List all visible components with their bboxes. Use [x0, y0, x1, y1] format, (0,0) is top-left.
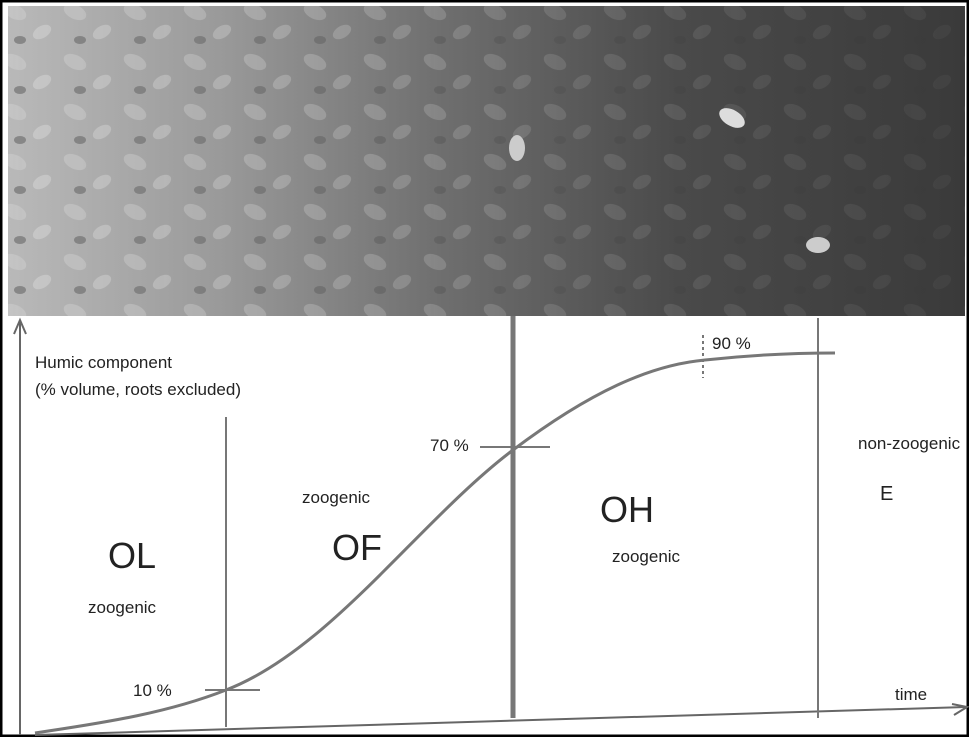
horizon-code: OL [108, 535, 156, 576]
horizon-code: OH [600, 489, 654, 530]
soil-photo [8, 6, 965, 316]
horizon-kind: zoogenic [88, 598, 157, 617]
marker-label: 10 % [133, 681, 172, 700]
marker-label: 70 % [430, 436, 469, 455]
horizon-kind: non-zoogenic [858, 434, 961, 453]
horizon-code: E [880, 483, 893, 505]
marker-lines [205, 335, 704, 691]
x-axis-title: time [895, 685, 927, 704]
y-axis-title: Humic component [35, 353, 172, 372]
horizon-code: OF [332, 527, 382, 568]
horizon-kind: zoogenic [302, 488, 371, 507]
y-axis-subtitle: (% volume, roots excluded) [35, 380, 241, 399]
humic-curve [34, 351, 836, 735]
horizon-boundaries [225, 316, 819, 727]
axes [13, 317, 969, 736]
horizon-kind: zoogenic [612, 547, 681, 566]
marker-label: 90 % [712, 334, 751, 353]
